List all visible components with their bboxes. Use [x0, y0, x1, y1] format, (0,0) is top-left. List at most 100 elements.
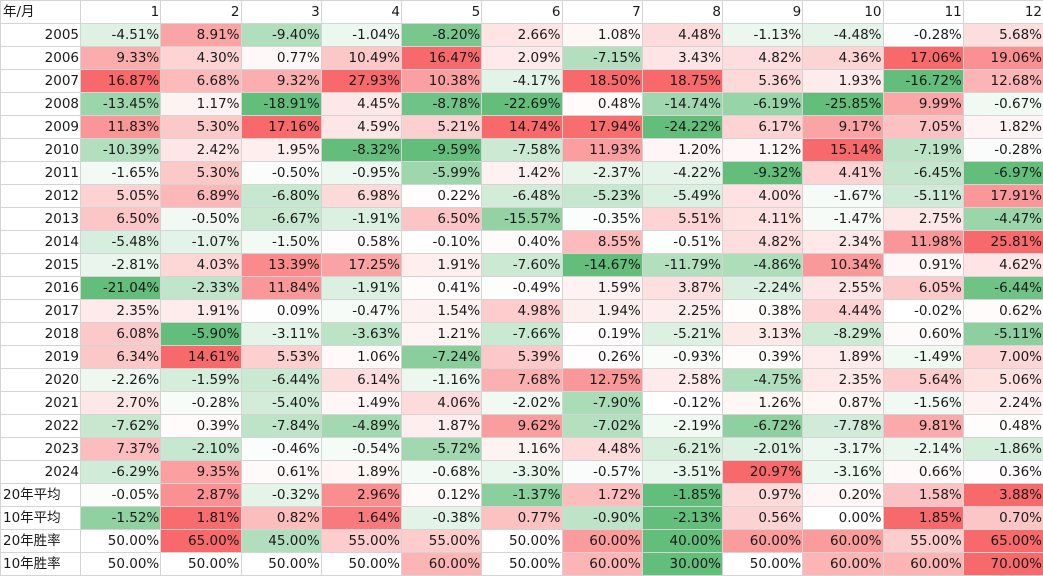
value-cell[interactable]: 1.93%: [802, 69, 884, 93]
value-cell[interactable]: -6.67%: [240, 207, 322, 231]
row-label-cell[interactable]: 20年胜率: [0, 529, 81, 553]
value-cell[interactable]: 2.87%: [160, 483, 242, 507]
row-label-cell[interactable]: 2015: [0, 253, 81, 277]
value-cell[interactable]: -6.45%: [882, 161, 964, 185]
value-cell[interactable]: 2.96%: [320, 483, 403, 507]
value-cell[interactable]: -0.67%: [962, 92, 1043, 116]
value-cell[interactable]: -7.60%: [481, 253, 563, 277]
value-cell[interactable]: 15.14%: [802, 138, 884, 162]
value-cell[interactable]: 1.54%: [400, 299, 483, 323]
value-cell[interactable]: 4.45%: [320, 92, 403, 116]
row-label-cell[interactable]: 2020: [0, 368, 81, 392]
value-cell[interactable]: 0.09%: [240, 299, 322, 323]
value-cell[interactable]: 9.35%: [160, 460, 242, 484]
value-cell[interactable]: 55.00%: [320, 529, 403, 553]
value-cell[interactable]: -6.44%: [962, 276, 1043, 300]
value-cell[interactable]: 6.50%: [79, 207, 162, 231]
value-cell[interactable]: -6.80%: [240, 184, 322, 208]
value-cell[interactable]: 0.62%: [962, 299, 1043, 323]
value-cell[interactable]: 1.82%: [962, 115, 1043, 139]
value-cell[interactable]: -1.50%: [240, 230, 322, 254]
value-cell[interactable]: 6.50%: [400, 207, 483, 231]
value-cell[interactable]: 6.98%: [320, 184, 403, 208]
month-header[interactable]: 3: [240, 0, 322, 24]
value-cell[interactable]: -6.97%: [962, 161, 1043, 185]
value-cell[interactable]: -0.47%: [320, 299, 403, 323]
value-cell[interactable]: 10.34%: [802, 253, 884, 277]
value-cell[interactable]: -6.29%: [79, 460, 162, 484]
row-label-cell[interactable]: 2019: [0, 345, 81, 369]
value-cell[interactable]: -1.65%: [79, 161, 162, 185]
value-cell[interactable]: 7.05%: [882, 115, 964, 139]
value-cell[interactable]: -4.89%: [320, 414, 403, 438]
value-cell[interactable]: 0.39%: [160, 414, 242, 438]
value-cell[interactable]: 1.87%: [400, 414, 483, 438]
corner-header[interactable]: 年/月: [0, 0, 81, 24]
value-cell[interactable]: 2.34%: [802, 230, 884, 254]
value-cell[interactable]: 5.30%: [160, 161, 242, 185]
value-cell[interactable]: -6.72%: [721, 414, 804, 438]
month-header[interactable]: 4: [320, 0, 403, 24]
value-cell[interactable]: 4.48%: [641, 23, 724, 47]
month-header[interactable]: 12: [962, 0, 1043, 24]
value-cell[interactable]: 60.00%: [802, 529, 884, 553]
value-cell[interactable]: 16.47%: [400, 46, 483, 70]
value-cell[interactable]: -0.93%: [641, 345, 724, 369]
value-cell[interactable]: 7.68%: [481, 368, 563, 392]
value-cell[interactable]: -1.85%: [641, 483, 724, 507]
value-cell[interactable]: -2.13%: [641, 506, 724, 530]
value-cell[interactable]: 0.19%: [561, 322, 643, 346]
value-cell[interactable]: 1.49%: [320, 391, 403, 415]
value-cell[interactable]: -2.26%: [79, 368, 162, 392]
row-label-cell[interactable]: 2023: [0, 437, 81, 461]
value-cell[interactable]: 12.68%: [962, 69, 1043, 93]
value-cell[interactable]: -3.30%: [481, 460, 563, 484]
row-label-cell[interactable]: 2012: [0, 184, 81, 208]
value-cell[interactable]: -7.62%: [79, 414, 162, 438]
value-cell[interactable]: -3.63%: [320, 322, 403, 346]
value-cell[interactable]: -7.78%: [802, 414, 884, 438]
row-label-cell[interactable]: 2016: [0, 276, 81, 300]
value-cell[interactable]: 4.06%: [400, 391, 483, 415]
value-cell[interactable]: 4.41%: [802, 161, 884, 185]
value-cell[interactable]: -2.24%: [721, 276, 804, 300]
value-cell[interactable]: 0.77%: [481, 506, 563, 530]
value-cell[interactable]: -7.90%: [561, 391, 643, 415]
value-cell[interactable]: -8.20%: [400, 23, 483, 47]
month-header[interactable]: 7: [561, 0, 643, 24]
value-cell[interactable]: 4.82%: [721, 46, 804, 70]
value-cell[interactable]: 1.58%: [882, 483, 964, 507]
value-cell[interactable]: -2.10%: [160, 437, 242, 461]
month-header[interactable]: 5: [400, 0, 483, 24]
value-cell[interactable]: -0.51%: [641, 230, 724, 254]
value-cell[interactable]: -2.14%: [882, 437, 964, 461]
value-cell[interactable]: 0.00%: [802, 506, 884, 530]
value-cell[interactable]: 50.00%: [481, 529, 563, 553]
value-cell[interactable]: 0.38%: [721, 299, 804, 323]
value-cell[interactable]: 9.62%: [481, 414, 563, 438]
value-cell[interactable]: -5.90%: [160, 322, 242, 346]
value-cell[interactable]: 2.58%: [641, 368, 724, 392]
value-cell[interactable]: -0.57%: [561, 460, 643, 484]
value-cell[interactable]: 2.55%: [802, 276, 884, 300]
value-cell[interactable]: -9.59%: [400, 138, 483, 162]
value-cell[interactable]: -13.45%: [79, 92, 162, 116]
value-cell[interactable]: -1.59%: [160, 368, 242, 392]
value-cell[interactable]: -1.56%: [882, 391, 964, 415]
value-cell[interactable]: 5.06%: [962, 368, 1043, 392]
value-cell[interactable]: 55.00%: [400, 529, 483, 553]
value-cell[interactable]: -4.47%: [962, 207, 1043, 231]
value-cell[interactable]: 1.42%: [481, 161, 563, 185]
value-cell[interactable]: 2.25%: [641, 299, 724, 323]
value-cell[interactable]: -4.86%: [721, 253, 804, 277]
value-cell[interactable]: 0.41%: [400, 276, 483, 300]
value-cell[interactable]: 7.37%: [79, 437, 162, 461]
month-header[interactable]: 11: [882, 0, 964, 24]
value-cell[interactable]: 9.33%: [79, 46, 162, 70]
value-cell[interactable]: 55.00%: [882, 529, 964, 553]
value-cell[interactable]: -2.81%: [79, 253, 162, 277]
value-cell[interactable]: 18.50%: [561, 69, 643, 93]
value-cell[interactable]: 65.00%: [962, 529, 1043, 553]
value-cell[interactable]: 4.59%: [320, 115, 403, 139]
value-cell[interactable]: 7.00%: [962, 345, 1043, 369]
